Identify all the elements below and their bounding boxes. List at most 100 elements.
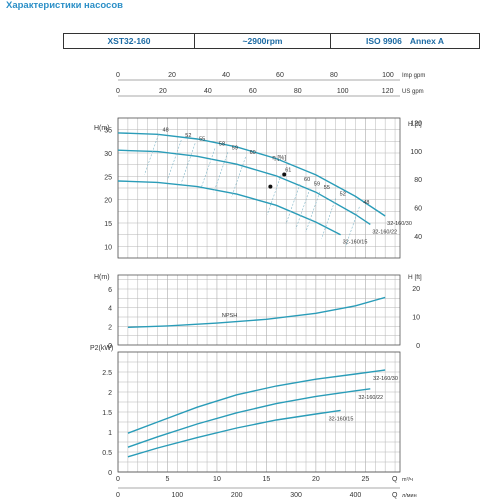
page-title: Характеристики насосов — [6, 0, 123, 11]
power-ytick-label: 0 — [108, 470, 112, 477]
q-lmin-unit: л/мин — [402, 493, 417, 499]
us-gpm-label: US gpm — [402, 89, 424, 95]
power-ytick-label: 1 — [108, 430, 112, 437]
q-lmin-tick-label: 0 — [116, 492, 120, 499]
head-frame — [117, 117, 401, 259]
power-ytick-label: 2.5 — [102, 370, 112, 377]
efficiency-axis-label: η [%] — [272, 156, 286, 162]
q-m3h-tick-label: 0 — [116, 476, 120, 483]
efficiency-label: 61 — [285, 168, 291, 174]
efficiency-contour — [305, 191, 321, 233]
efficiency-label: 60 — [304, 177, 310, 183]
imp-gpm-tick-label: 60 — [276, 72, 284, 79]
q-m3h-tick-label: 10 — [213, 476, 221, 483]
efficiency-contour — [167, 140, 182, 181]
power-curve-32-160/15 — [127, 409, 341, 458]
head-ftick-label: 40 — [414, 234, 422, 241]
head-ytick-label: 35 — [104, 128, 112, 135]
head-series-label: 32-160/30 — [387, 221, 412, 227]
efficiency-label: 48 — [363, 200, 369, 206]
head-curve-32-160/15 — [117, 180, 341, 236]
power-curve-32-160/22 — [127, 388, 371, 448]
imp-gpm-tick-label: 20 — [168, 72, 176, 79]
npsh-ftick-label: 0 — [416, 343, 420, 350]
efficiency-label: 55 — [199, 136, 205, 142]
best-efficiency-point — [282, 172, 287, 177]
head-ytick-label: 20 — [104, 198, 112, 205]
power-series-label: 32-160/30 — [373, 376, 398, 382]
head-panel: 10 15 20 25 30 35 40 60 80 100 120 H(m) H [ft] 32-160… — [94, 117, 422, 259]
imp-gpm-tick-label: 80 — [330, 72, 338, 79]
power-ytick-label: 2 — [108, 390, 112, 397]
efficiency-contour — [144, 134, 159, 175]
head-ftick-label: 80 — [414, 177, 422, 184]
q-m3h-tick-label: 15 — [263, 476, 271, 483]
q-lmin-label: Q — [392, 492, 398, 499]
model-banner: XST32-160 ~2900rpm ISO 9906 Annex A — [63, 33, 480, 49]
efficiency-label: 59 — [314, 182, 320, 188]
q-m3h-unit: m³/ч — [402, 477, 413, 483]
npsh-curve — [127, 296, 386, 328]
head-series-label: 32-160/22 — [372, 229, 397, 235]
npsh-ylabel: H(m) — [94, 274, 110, 281]
efficiency-label: 52 — [185, 133, 191, 139]
q-lmin-tick-label: 400 — [350, 492, 362, 499]
q-lmin-tick-label: 200 — [231, 492, 243, 499]
speed-label: ~2900rpm — [195, 34, 331, 48]
head-ytick-label: 25 — [104, 174, 112, 181]
efficiency-contour — [213, 152, 229, 193]
npsh-ytick-label: 6 — [108, 287, 112, 294]
efficiency-label: 52 — [340, 191, 346, 197]
imp-gpm-label: Imp gpm — [402, 73, 425, 79]
q-lmin-tick-label: 100 — [172, 492, 184, 499]
us-gpm-tick-label: 100 — [337, 88, 349, 95]
efficiency-contour — [285, 183, 301, 225]
efficiency-label: 59 — [232, 145, 238, 151]
q-m3h-tick-label: 25 — [361, 476, 369, 483]
power-ylabel: P2(kW) — [90, 345, 113, 352]
q-m3h-tick-label: 5 — [166, 476, 170, 483]
head-ftick-label: 60 — [414, 206, 422, 213]
efficiency-label: 55 — [324, 185, 330, 191]
efficiency-contour — [295, 188, 311, 229]
head-ytick-label: 30 — [104, 151, 112, 158]
head-ytick-label: 15 — [104, 221, 112, 228]
q-lmin-tick-label: 300 — [290, 492, 302, 499]
q-m3h-tick-label: 20 — [312, 476, 320, 483]
standard-text: ISO 9906 — [365, 36, 402, 46]
us-gpm-tick-label: 80 — [294, 88, 302, 95]
efficiency-contour — [231, 156, 246, 198]
efficiency-label: 58 — [219, 142, 225, 148]
efficiency-contour — [321, 198, 336, 239]
us-gpm-tick-label: 60 — [249, 88, 257, 95]
npsh-ftick-label: 10 — [412, 315, 420, 322]
power-ytick-label: 1.5 — [102, 410, 112, 417]
power-panel: 0 0.5 1 1.5 2 2.5 P2(kW) 32-160/30 32-160/22 32-1… — [90, 345, 401, 477]
power-series-label: 32-160/22 — [358, 395, 383, 401]
efficiency-contour — [200, 148, 216, 189]
efficiency-contour — [345, 206, 360, 247]
power-ytick-label: 0.5 — [102, 450, 112, 457]
us-gpm-tick-label: 0 — [116, 88, 120, 95]
efficiency-label: 60 — [250, 150, 256, 156]
imp-gpm-tick-label: 100 — [382, 72, 394, 79]
npsh-ylabel-right: H [ft] — [408, 274, 422, 281]
standard-label: ISO 9906 Annex A — [331, 34, 479, 48]
npsh-frame — [117, 274, 401, 346]
model-label: XST32-160 — [64, 34, 195, 48]
head-ylabel: H(m) — [94, 125, 110, 132]
npsh-ytick-label: 2 — [108, 324, 112, 331]
npsh-ytick-label: 0 — [108, 343, 112, 350]
imp-gpm-tick-label: 40 — [222, 72, 230, 79]
imp-gpm-tick-label: 0 — [116, 72, 120, 79]
efficiency-contour — [266, 174, 282, 215]
head-curve-32-160/22 — [117, 149, 371, 225]
head-curve-32-160/30 — [117, 132, 386, 217]
npsh-ytick-label: 4 — [108, 306, 112, 313]
head-ftick-label: 120 — [410, 120, 422, 127]
head-ytick-label: 10 — [104, 244, 112, 251]
power-series-label: 32-160/15 — [329, 416, 354, 422]
head-ylabel-right: H [ft] — [408, 121, 422, 128]
best-efficiency-point — [268, 184, 273, 189]
